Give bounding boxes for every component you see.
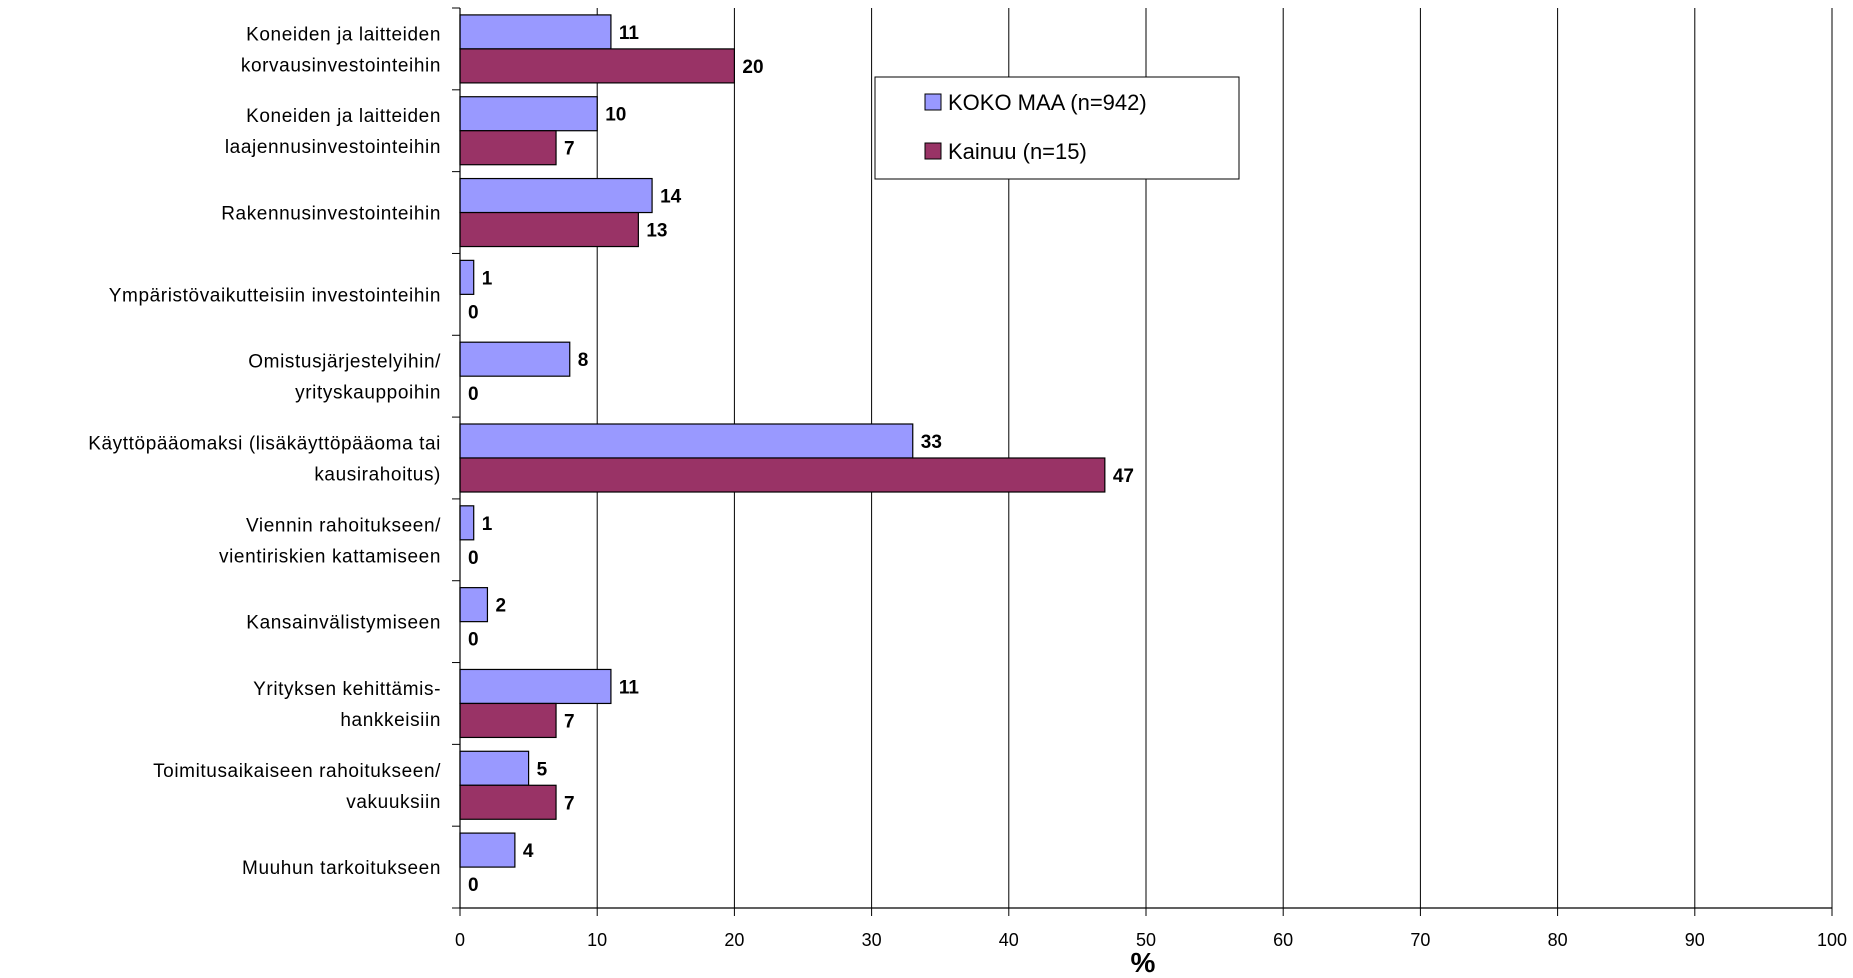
legend-swatch [924, 142, 942, 160]
bar-series-1 [459, 259, 475, 295]
bar-series-1 [459, 750, 530, 786]
category-label: yrityskauppoihin [295, 383, 441, 404]
category-label: Rakennusinvestointeihin [221, 204, 441, 225]
bars [459, 14, 1106, 868]
data-label: 5 [537, 759, 548, 780]
category-label: Koneiden ja laitteiden [246, 24, 441, 45]
bar-series-1 [459, 668, 612, 705]
category-label: Yrityksen kehittämis- [253, 679, 441, 700]
bar-series-1 [459, 587, 489, 623]
bar-series-1 [459, 832, 516, 868]
x-axis-title: % [1131, 947, 1156, 978]
category-label: Koneiden ja laitteiden [246, 106, 441, 127]
data-label: 0 [468, 875, 479, 896]
x-tick-label: 10 [587, 930, 607, 950]
bar-series-1 [459, 423, 914, 459]
data-label: 1 [482, 268, 493, 289]
data-label: 14 [660, 187, 682, 208]
data-label: 20 [742, 57, 763, 78]
x-tick-label: 60 [1273, 930, 1293, 950]
data-label: 0 [468, 548, 479, 569]
bar-series-2 [459, 211, 639, 248]
category-label: hankkeisiin [340, 710, 441, 731]
data-label: 2 [495, 596, 506, 617]
bar-series-1 [459, 505, 475, 541]
category-label: Omistusjärjestelyihin/ [248, 352, 441, 373]
x-tick-label: 70 [1410, 930, 1430, 950]
data-label: 7 [564, 711, 575, 732]
category-label: Käyttöpääomaksi (lisäkäyttöpääoma tai [88, 434, 441, 455]
data-label: 33 [921, 432, 942, 453]
legend-label: Kainuu (n=15) [948, 139, 1087, 164]
data-label: 11 [619, 23, 640, 44]
x-tick-label: 30 [862, 930, 882, 950]
category-label: vientiriskien kattamiseen [219, 546, 441, 567]
bar-series-2 [459, 702, 557, 739]
category-label: vakuuksiin [346, 792, 441, 813]
x-tick-label: 100 [1817, 930, 1847, 950]
x-tick-label: 40 [999, 930, 1019, 950]
legend: KOKO MAA (n=942) Kainuu (n=15) [874, 76, 1240, 180]
data-label: 7 [564, 793, 575, 814]
category-label: kausirahoitus) [314, 465, 441, 486]
category-label: Kansainvälistymiseen [246, 613, 441, 634]
category-labels: Koneiden ja laitteiden korvausinvestointe… [88, 24, 441, 879]
x-tick-labels: 0 10 20 30 40 50 60 70 80 90 100 [455, 930, 1847, 950]
bar-series-1 [459, 341, 571, 377]
category-label: korvausinvestointeihin [241, 55, 441, 76]
axes [452, 7, 1833, 916]
data-label: 47 [1113, 466, 1134, 487]
data-label: 13 [646, 221, 667, 242]
data-label: 0 [468, 302, 479, 323]
data-label: 10 [605, 105, 626, 126]
data-label: 11 [619, 677, 640, 698]
x-tick-label: 20 [724, 930, 744, 950]
legend-label: KOKO MAA (n=942) [948, 90, 1147, 115]
bar-series-1 [459, 96, 598, 132]
data-label: 0 [468, 630, 479, 651]
legend-swatch [924, 93, 942, 111]
bar-series-2 [459, 457, 1106, 493]
category-label: laajennusinvestointeihin [225, 137, 441, 158]
category-label: Muuhun tarkoitukseen [242, 858, 441, 879]
x-tick-label: 80 [1548, 930, 1568, 950]
bar-series-1 [459, 177, 653, 214]
data-label: 4 [523, 841, 534, 862]
bar-series-2 [459, 48, 735, 84]
category-label: Ympäristövaikutteisiin investointeihin [109, 285, 441, 306]
data-label: 7 [564, 139, 575, 160]
x-tick-label: 0 [455, 930, 465, 950]
bar-series-2 [459, 130, 557, 166]
bar-series-1 [459, 14, 612, 50]
x-tick-label: 90 [1685, 930, 1705, 950]
bar-series-2 [459, 784, 557, 820]
x-tick-label: 50 [1136, 930, 1156, 950]
data-label: 0 [468, 384, 479, 405]
data-label: 1 [482, 514, 493, 535]
category-label: Viennin rahoitukseen/ [246, 515, 441, 536]
data-label: 8 [578, 350, 589, 371]
category-label: Toimitusaikaiseen rahoitukseen/ [153, 761, 441, 782]
